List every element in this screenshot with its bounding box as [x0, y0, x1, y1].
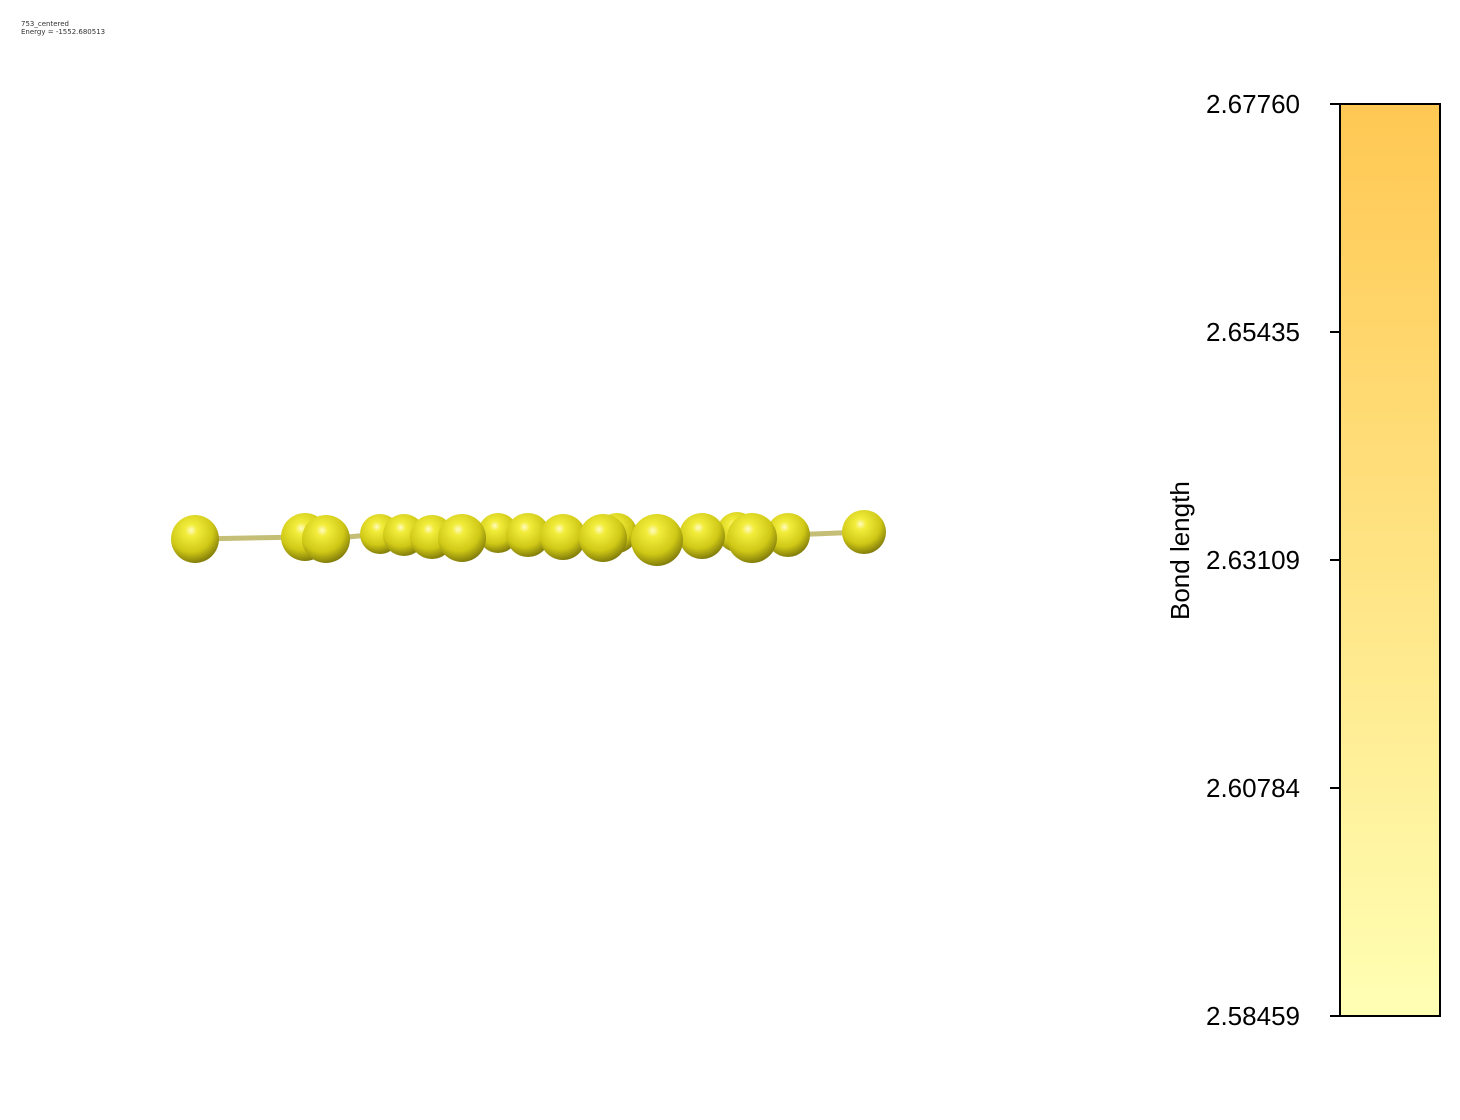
atom [540, 514, 586, 560]
colorbar-tick-label: 2.65435 [1206, 317, 1300, 347]
atom [766, 513, 810, 557]
atom [679, 513, 725, 559]
atoms-layer [171, 510, 886, 566]
atom [631, 514, 683, 566]
colorbar-tick-label: 2.58459 [1206, 1001, 1300, 1031]
colorbar-scale [1330, 103, 1441, 1017]
structure-caption: 753_centered Energy = -1552.680513 [21, 20, 105, 36]
colorbar-tick-label: 2.63109 [1206, 545, 1300, 575]
atom [302, 515, 350, 563]
molecule-view [171, 510, 886, 566]
colorbar-ticks [1330, 103, 1340, 1017]
colorbar-tick-label: 2.60784 [1206, 773, 1300, 803]
atom [842, 510, 886, 554]
atom [579, 514, 627, 562]
colorbar-tick-label: 2.67760 [1206, 89, 1300, 119]
colorbar-gradient [1339, 103, 1441, 1017]
colorbar: Bond length 2.67760 2.65435 2.63109 2.60784… [1100, 80, 1460, 1060]
energy-readout: Energy = -1552.680513 [21, 28, 106, 36]
structure-name: 753_centered [21, 20, 69, 28]
atom [506, 513, 550, 557]
atom [438, 514, 486, 562]
atom [171, 515, 219, 563]
atom [727, 513, 777, 563]
